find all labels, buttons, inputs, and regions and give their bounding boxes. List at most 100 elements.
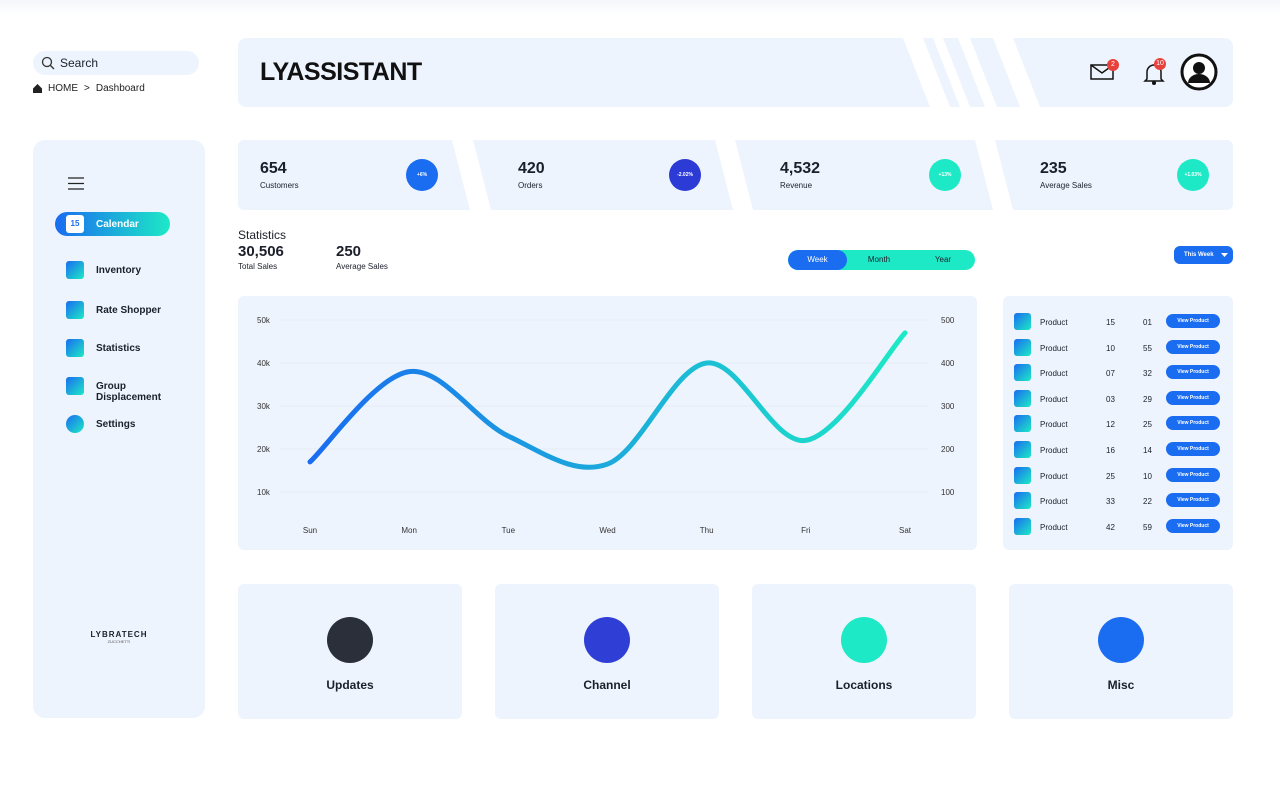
product-image [1014, 389, 1031, 407]
view-button[interactable]: View Product [1166, 416, 1220, 431]
crumb-current: Dashboard [95, 83, 145, 94]
product-qty: 33 [1106, 497, 1115, 507]
product-code: 55 [1143, 343, 1152, 353]
stat-label: Orders [518, 181, 543, 190]
product-row: Product 16 14 View Product [1014, 440, 1220, 460]
x-tick-label: Thu [700, 526, 714, 535]
card-icon [327, 617, 373, 663]
search-box[interactable]: Search [33, 51, 199, 75]
product-qty: 25 [1106, 471, 1115, 481]
menu-icon[interactable] [68, 177, 84, 190]
product-name: Product [1040, 446, 1068, 455]
nav-icon [66, 301, 84, 319]
product-image [1014, 441, 1031, 458]
nav-item[interactable]: Group Displacement [55, 374, 170, 403]
product-image [1014, 338, 1031, 356]
stat-card: 654 Customers +6% [238, 140, 470, 210]
mail-badge: 2 [1107, 59, 1119, 71]
product-code: 32 [1143, 369, 1152, 379]
crumb-home[interactable]: HOME [48, 83, 78, 94]
view-button[interactable]: View Product [1166, 390, 1220, 405]
product-name: Product [1040, 369, 1068, 379]
product-row: Product 42 59 View Product [1014, 517, 1220, 537]
view-button[interactable]: View Product [1166, 493, 1220, 508]
stat-value: 654 [260, 160, 287, 177]
header-stripes [903, 38, 1040, 107]
product-qty: 15 [1106, 318, 1115, 327]
product-row: Product 07 32 View Product [1014, 363, 1220, 383]
nav-icon [66, 339, 84, 357]
card-title: Updates [326, 678, 374, 692]
product-image [1014, 415, 1031, 433]
stat-value: 420 [518, 160, 545, 177]
y-tick-label: 40k [257, 359, 271, 368]
product-code: 22 [1143, 497, 1152, 507]
home-icon [33, 84, 42, 93]
product-code: 59 [1143, 522, 1152, 532]
product-image [1014, 364, 1031, 382]
stat-label: Customers [260, 181, 299, 190]
nav-item[interactable]: Inventory [55, 258, 170, 282]
tab-group: Week Month Year [788, 250, 975, 270]
product-image [1014, 313, 1031, 330]
y-tick-label: 30k [257, 402, 271, 411]
y-tick-label: 50k [257, 316, 271, 325]
product-qty: 12 [1106, 420, 1115, 430]
product-image [1014, 492, 1031, 510]
tab[interactable]: Month [867, 255, 891, 264]
tab[interactable]: Year [934, 255, 952, 264]
nav-label: Settings [96, 419, 136, 430]
x-tick-label: Fri [801, 526, 811, 535]
y2-tick-label: 300 [941, 402, 955, 411]
y2-tick-label: 500 [941, 316, 955, 325]
product-code: 14 [1143, 446, 1152, 455]
product-name: Product [1040, 497, 1068, 507]
brand-logo[interactable]: LYASSISTANT [260, 58, 422, 86]
view-button[interactable]: View Product [1166, 365, 1220, 380]
product-code: 01 [1143, 318, 1152, 327]
product-qty: 42 [1106, 522, 1115, 532]
average-value: 250 [336, 243, 362, 260]
tab[interactable]: Week [788, 250, 847, 270]
nav-card[interactable]: Updates [238, 584, 462, 719]
view-button[interactable]: View Product [1166, 339, 1220, 354]
product-name: Product [1040, 394, 1068, 404]
product-row: Product 10 55 View Product [1014, 338, 1220, 358]
product-qty: 10 [1106, 343, 1115, 353]
y2-tick-label: 200 [941, 445, 955, 454]
product-qty: 07 [1106, 369, 1115, 379]
total-label: Total Sales [238, 262, 278, 271]
stat-card: 4,532 Revenue +13% [735, 140, 993, 210]
nav-item[interactable]: 15 Calendar [55, 212, 170, 236]
card-title: Locations [835, 678, 893, 692]
nav-item[interactable]: Statistics [55, 336, 170, 360]
nav-label: Calendar [96, 219, 139, 230]
stat-label: Average Sales [1040, 181, 1092, 190]
product-row: Product 12 25 View Product [1014, 414, 1220, 434]
nav-icon [66, 415, 84, 433]
period-select[interactable]: This Week [1174, 246, 1233, 264]
card-icon [841, 617, 887, 663]
view-button[interactable]: View Product [1166, 442, 1220, 456]
caret [1221, 253, 1228, 257]
stat-change: +13% [929, 159, 961, 191]
view-button[interactable]: View Product [1166, 467, 1220, 482]
nav-card[interactable]: Misc [1009, 584, 1233, 719]
avatar[interactable] [1180, 53, 1218, 91]
view-button[interactable]: View Product [1166, 314, 1220, 328]
nav-item[interactable]: Rate Shopper [55, 298, 170, 322]
y-tick-label: 10k [257, 488, 271, 497]
statistics-summary: Statistics 30,506 Total Sales 250 Averag… [238, 228, 388, 271]
nav-item[interactable]: Settings [55, 412, 170, 436]
x-tick-label: Mon [401, 526, 417, 535]
period-label: This Week [1184, 252, 1214, 258]
nav-card[interactable]: Channel [495, 584, 719, 719]
header: LYASSISTANT 2 10 [238, 38, 1233, 107]
stat-card: 235 Average Sales +1.03% [995, 140, 1233, 210]
line-chart: 10k 20k 30k 40k 50k 100 200 300 400 500 Sun Mon Tue W… [257, 316, 955, 535]
nav-card[interactable]: Locations [752, 584, 976, 719]
sidebar: LYBRATECH ZUCCHETTI 15 Calendar Inventory R… [33, 140, 205, 718]
top-band [0, 0, 1280, 14]
view-button[interactable]: View Product [1166, 518, 1220, 533]
card-icon [584, 617, 630, 663]
